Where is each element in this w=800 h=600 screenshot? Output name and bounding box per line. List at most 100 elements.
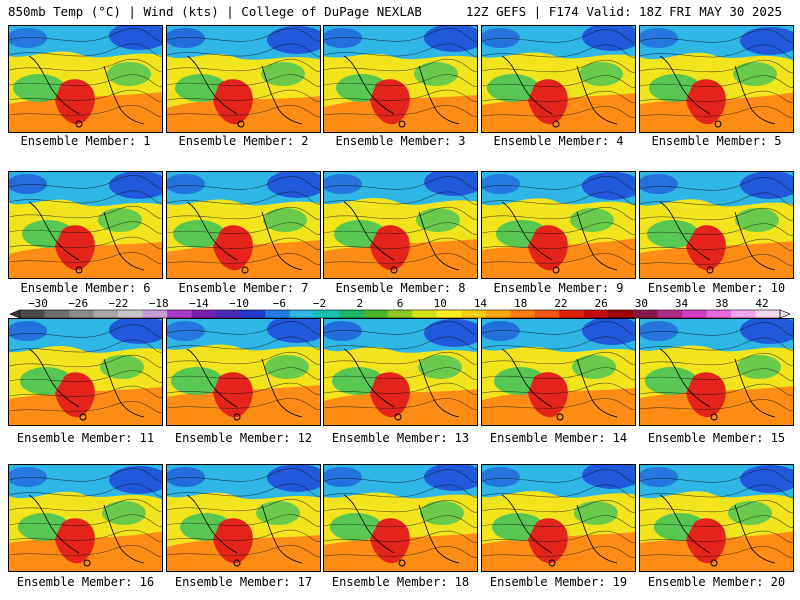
ensemble-panel — [481, 318, 636, 426]
title-left: 850mb Temp (°C) | Wind (kts) | College o… — [8, 4, 422, 19]
ensemble-member-label: Ensemble Member: 16 — [16, 575, 155, 589]
temperature-map — [482, 26, 635, 132]
colorbar-segment — [534, 310, 560, 318]
colorbar-segment — [265, 310, 291, 318]
colorbar-tick-label: 18 — [514, 297, 527, 310]
temperature-map — [324, 465, 477, 571]
ensemble-panel — [323, 171, 478, 279]
ensemble-panel — [166, 318, 321, 426]
colorbar-tick-label: 22 — [554, 297, 567, 310]
colorbar-segment — [510, 310, 536, 318]
colorbar-tick-label: 2 — [356, 297, 363, 310]
colorbar-segment — [583, 310, 609, 318]
temperature-map — [167, 26, 320, 132]
ensemble-member-label: Ensemble Member: 4 — [493, 134, 624, 148]
colorbar-tick-label: −22 — [109, 297, 129, 310]
temperature-map — [640, 465, 793, 571]
ensemble-member-label: Ensemble Member: 2 — [178, 134, 309, 148]
colorbar-tick-label: −14 — [189, 297, 209, 310]
colorbar-segment — [44, 310, 70, 318]
temperature-map — [167, 465, 320, 571]
temperature-map — [482, 465, 635, 571]
ensemble-panel — [481, 25, 636, 133]
ensemble-panel — [323, 318, 478, 426]
colorbar-segment — [436, 310, 462, 318]
colorbar-tick-label: 10 — [434, 297, 447, 310]
ensemble-panel — [639, 318, 794, 426]
temperature-map — [482, 319, 635, 425]
ensemble-member-label: Ensemble Member: 8 — [335, 281, 466, 295]
colorbar-segment — [412, 310, 438, 318]
temperature-map — [640, 26, 793, 132]
colorbar-tick-label: −18 — [149, 297, 169, 310]
colorbar-tick-label: 14 — [474, 297, 488, 310]
temperature-map — [324, 26, 477, 132]
ensemble-member-label: Ensemble Member: 11 — [16, 431, 155, 445]
colorbar-segment — [559, 310, 585, 318]
ensemble-member-label: Ensemble Member: 7 — [178, 281, 309, 295]
colorbar-segment — [485, 310, 511, 318]
ensemble-member-label: Ensemble Member: 1 — [20, 134, 151, 148]
temperature-map — [9, 26, 162, 132]
colorbar-tick-label: 34 — [675, 297, 689, 310]
colorbar-segment — [314, 310, 340, 318]
temperature-map — [640, 319, 793, 425]
colorbar-segment — [118, 310, 144, 318]
ensemble-member-label: Ensemble Member: 20 — [647, 575, 786, 589]
ensemble-panel — [639, 171, 794, 279]
colorbar-segment — [387, 310, 413, 318]
title-right: 12Z GEFS | F174 Valid: 18Z FRI MAY 30 20… — [465, 4, 782, 19]
ensemble-member-label: Ensemble Member: 5 — [651, 134, 782, 148]
colorbar-segment — [216, 310, 242, 318]
ensemble-member-label: Ensemble Member: 9 — [493, 281, 624, 295]
colorbar-segment — [730, 310, 756, 318]
colorbar-tick-label: 6 — [397, 297, 404, 310]
colorbar-tick-label: −30 — [28, 297, 48, 310]
ensemble-member-label: Ensemble Member: 3 — [335, 134, 466, 148]
colorbar-tick-label: 38 — [715, 297, 728, 310]
colorbar-segment — [289, 310, 315, 318]
temperature-map — [9, 172, 162, 278]
colorbar-tick-label: −10 — [229, 297, 249, 310]
ensemble-member-label: Ensemble Member: 19 — [489, 575, 628, 589]
ensemble-panel — [166, 25, 321, 133]
ensemble-member-label: Ensemble Member: 17 — [174, 575, 313, 589]
temperature-map — [167, 172, 320, 278]
colorbar-segment — [363, 310, 389, 318]
colorbar-segment — [69, 310, 95, 318]
colorbar-segment — [706, 310, 732, 318]
temperature-map — [167, 319, 320, 425]
colorbar-segment — [142, 310, 168, 318]
ensemble-member-label: Ensemble Member: 14 — [489, 431, 628, 445]
colorbar-segment — [167, 310, 193, 318]
colorbar-segment — [338, 310, 364, 318]
colorbar-tick-label: 30 — [635, 297, 648, 310]
temperature-map — [9, 319, 162, 425]
ensemble-member-label: Ensemble Member: 15 — [647, 431, 786, 445]
ensemble-member-label: Ensemble Member: 10 — [647, 281, 786, 295]
temperature-map — [324, 319, 477, 425]
temperature-map — [9, 465, 162, 571]
colorbar-svg: −30 −26 −22 −18 −14 −10 −6 −2 2 6 10 14 18 22 26 30 34 38… — [10, 297, 790, 319]
ensemble-panel — [481, 464, 636, 572]
colorbar-arrow-left — [10, 309, 21, 319]
ensemble-member-label: Ensemble Member: 12 — [174, 431, 313, 445]
colorbar-segment — [20, 310, 46, 318]
ensemble-panel — [8, 171, 163, 279]
temperature-map — [640, 172, 793, 278]
colorbar-tick-label: 42 — [755, 297, 768, 310]
colorbar-tick-label: −26 — [68, 297, 88, 310]
colorbar-segment — [461, 310, 487, 318]
ensemble-panel — [639, 464, 794, 572]
ensemble-member-label: Ensemble Member: 13 — [331, 431, 470, 445]
colorbar-segment — [681, 310, 707, 318]
temperature-map — [482, 172, 635, 278]
colorbar-segment — [632, 310, 658, 318]
colorbar-segment — [191, 310, 217, 318]
colorbar-tick-label: −6 — [273, 297, 286, 310]
colorbar-arrow-right — [779, 309, 790, 319]
colorbar-segment — [657, 310, 683, 318]
ensemble-panel — [481, 171, 636, 279]
ensemble-panel — [323, 25, 478, 133]
ensemble-panel — [8, 25, 163, 133]
